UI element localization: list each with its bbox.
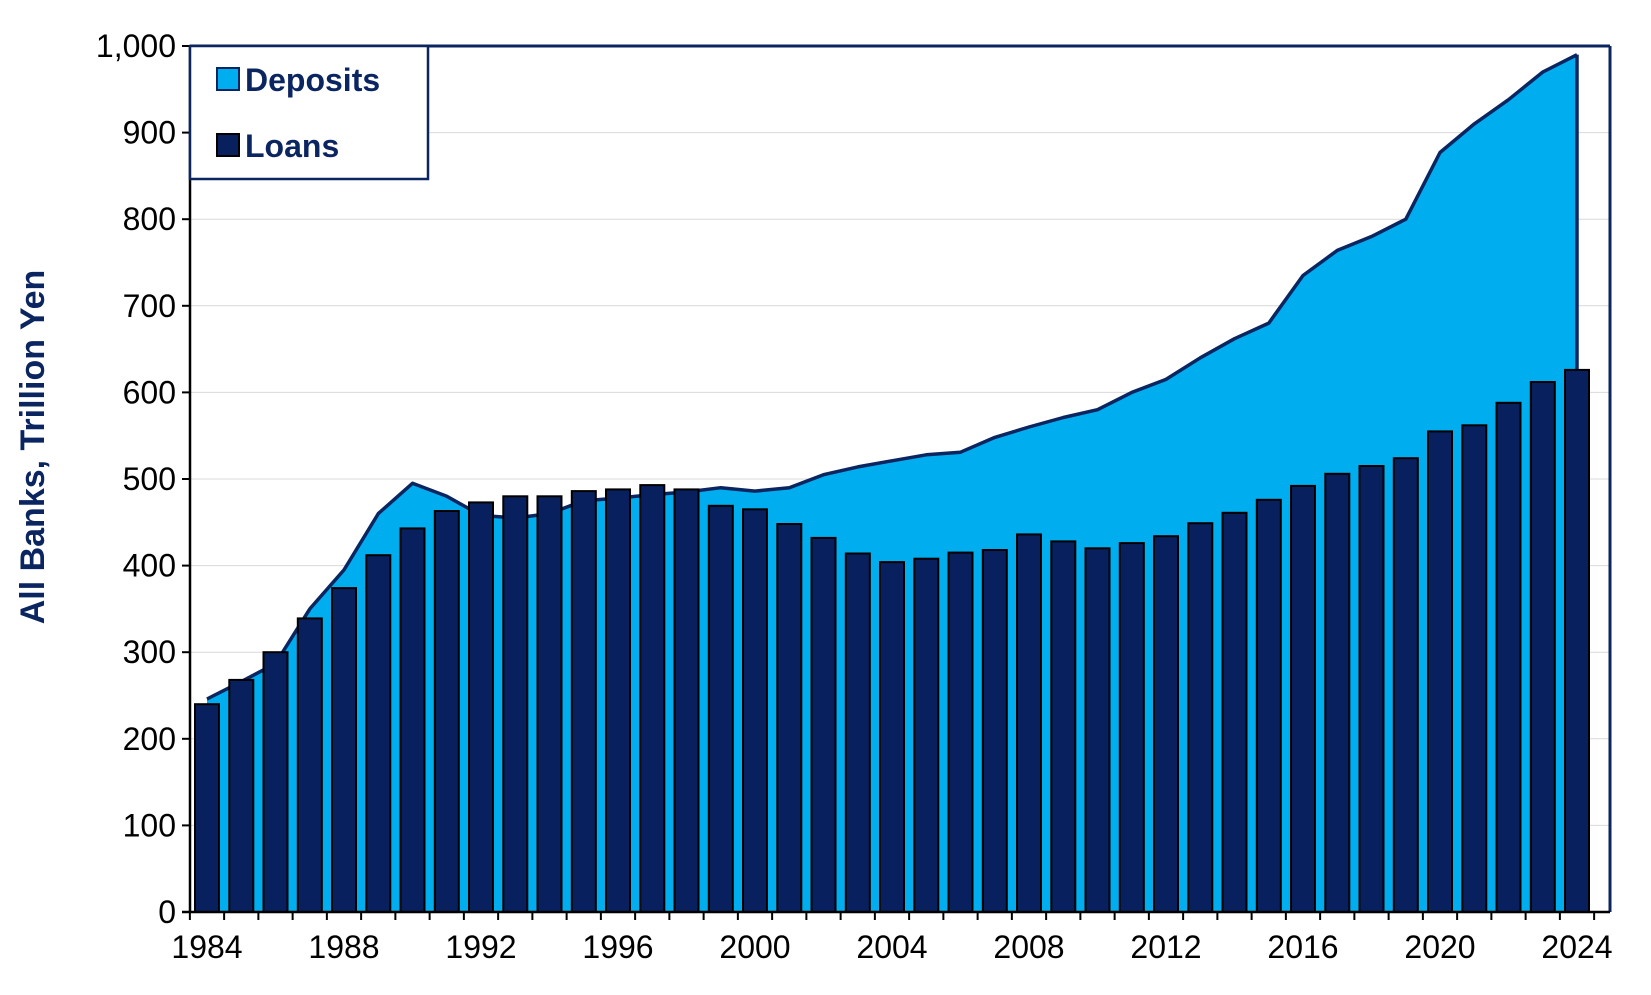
x-tick-label-2004: 2004 bbox=[856, 929, 927, 965]
x-tick-label-1996: 1996 bbox=[582, 929, 653, 965]
y-tick-label-0: 0 bbox=[158, 894, 176, 930]
loans-bar-2001 bbox=[776, 523, 803, 913]
loans-bar-2011 bbox=[1118, 542, 1145, 913]
loans-bar-2014 bbox=[1221, 511, 1248, 913]
y-tick-label-500: 500 bbox=[123, 461, 176, 497]
legend-swatch-deposits bbox=[216, 67, 240, 91]
loans-bar-2020 bbox=[1427, 430, 1453, 913]
loans-bar-2018 bbox=[1358, 465, 1385, 913]
legend-label-loans: Loans bbox=[245, 128, 339, 164]
loans-bar-2004 bbox=[879, 561, 905, 913]
x-tick-label-2020: 2020 bbox=[1404, 929, 1475, 965]
loans-bar-2005 bbox=[913, 557, 940, 913]
loans-bar-1999 bbox=[707, 504, 734, 913]
loans-bar-2019 bbox=[1392, 457, 1419, 913]
loans-bar-2009 bbox=[1050, 540, 1077, 914]
loans-bar-1990 bbox=[399, 527, 426, 914]
x-tick-label-1984: 1984 bbox=[171, 929, 242, 965]
loans-bar-2023 bbox=[1529, 381, 1556, 913]
loans-bar-2007 bbox=[981, 549, 1008, 913]
y-tick-label-300: 300 bbox=[123, 634, 176, 670]
deposits-line bbox=[206, 53, 1578, 701]
loans-bar-2022 bbox=[1495, 401, 1522, 913]
x-tick-label-2008: 2008 bbox=[993, 929, 1064, 965]
y-axis-title: All Banks, Trillion Yen bbox=[14, 270, 52, 625]
loans-bar-2002 bbox=[810, 536, 837, 914]
x-tick-label-1992: 1992 bbox=[445, 929, 516, 965]
y-tick-label-200: 200 bbox=[123, 721, 176, 757]
loans-bar-1994 bbox=[536, 495, 563, 913]
y-tick-label-100: 100 bbox=[123, 807, 176, 843]
y-tick-label-400: 400 bbox=[123, 548, 176, 584]
loans-bar-2021 bbox=[1461, 424, 1488, 913]
loans-bar-2010 bbox=[1084, 547, 1111, 913]
loans-bar-2008 bbox=[1016, 533, 1042, 914]
y-tick-label-800: 800 bbox=[123, 201, 176, 237]
loans-bar-1998 bbox=[673, 488, 700, 913]
loans-bar-2015 bbox=[1255, 498, 1282, 913]
loans-bar-2016 bbox=[1290, 484, 1316, 913]
loans-bar-1987 bbox=[296, 617, 323, 914]
loans-bar-1985 bbox=[228, 678, 255, 914]
y-tick-label-1000: 1,000 bbox=[96, 28, 176, 64]
x-tick-label-2012: 2012 bbox=[1130, 929, 1201, 965]
loans-bar-1995 bbox=[570, 490, 597, 913]
loans-bar-1986 bbox=[262, 651, 289, 913]
loans-bar-1992 bbox=[468, 501, 494, 913]
loans-bar-1988 bbox=[331, 587, 357, 913]
y-tick-label-600: 600 bbox=[123, 374, 176, 410]
loans-bar-2003 bbox=[844, 552, 871, 913]
loans-bar-2000 bbox=[742, 508, 768, 913]
loans-bar-2013 bbox=[1187, 522, 1214, 913]
x-tick-label-2016: 2016 bbox=[1267, 929, 1338, 965]
legend-label-deposits: Deposits bbox=[245, 62, 380, 98]
axes: 0 100 200 300 400 500 600 700 800 900 1,000 1984 198… bbox=[96, 28, 1613, 965]
loans-bar-layer bbox=[194, 368, 1590, 914]
loans-bar-1997 bbox=[639, 484, 666, 913]
loans-bar-2012 bbox=[1153, 535, 1179, 913]
x-tick-label-2024: 2024 bbox=[1541, 929, 1612, 965]
legend: Deposits Loans bbox=[188, 44, 430, 181]
legend-swatch-loans bbox=[216, 133, 240, 157]
loans-bar-2006 bbox=[947, 551, 974, 913]
loans-bar-1991 bbox=[433, 510, 460, 913]
loans-bar-2024 bbox=[1564, 368, 1590, 913]
loans-bar-1996 bbox=[605, 488, 631, 913]
y-tick-label-900: 900 bbox=[123, 115, 176, 151]
loans-bar-2017 bbox=[1324, 472, 1351, 913]
y-tick-label-700: 700 bbox=[123, 288, 176, 324]
loans-bar-1989 bbox=[365, 554, 392, 913]
x-tick-label-2000: 2000 bbox=[719, 929, 790, 965]
loans-bar-1984 bbox=[194, 703, 220, 914]
loans-bar-1993 bbox=[502, 495, 529, 913]
x-tick-label-1988: 1988 bbox=[308, 929, 379, 965]
